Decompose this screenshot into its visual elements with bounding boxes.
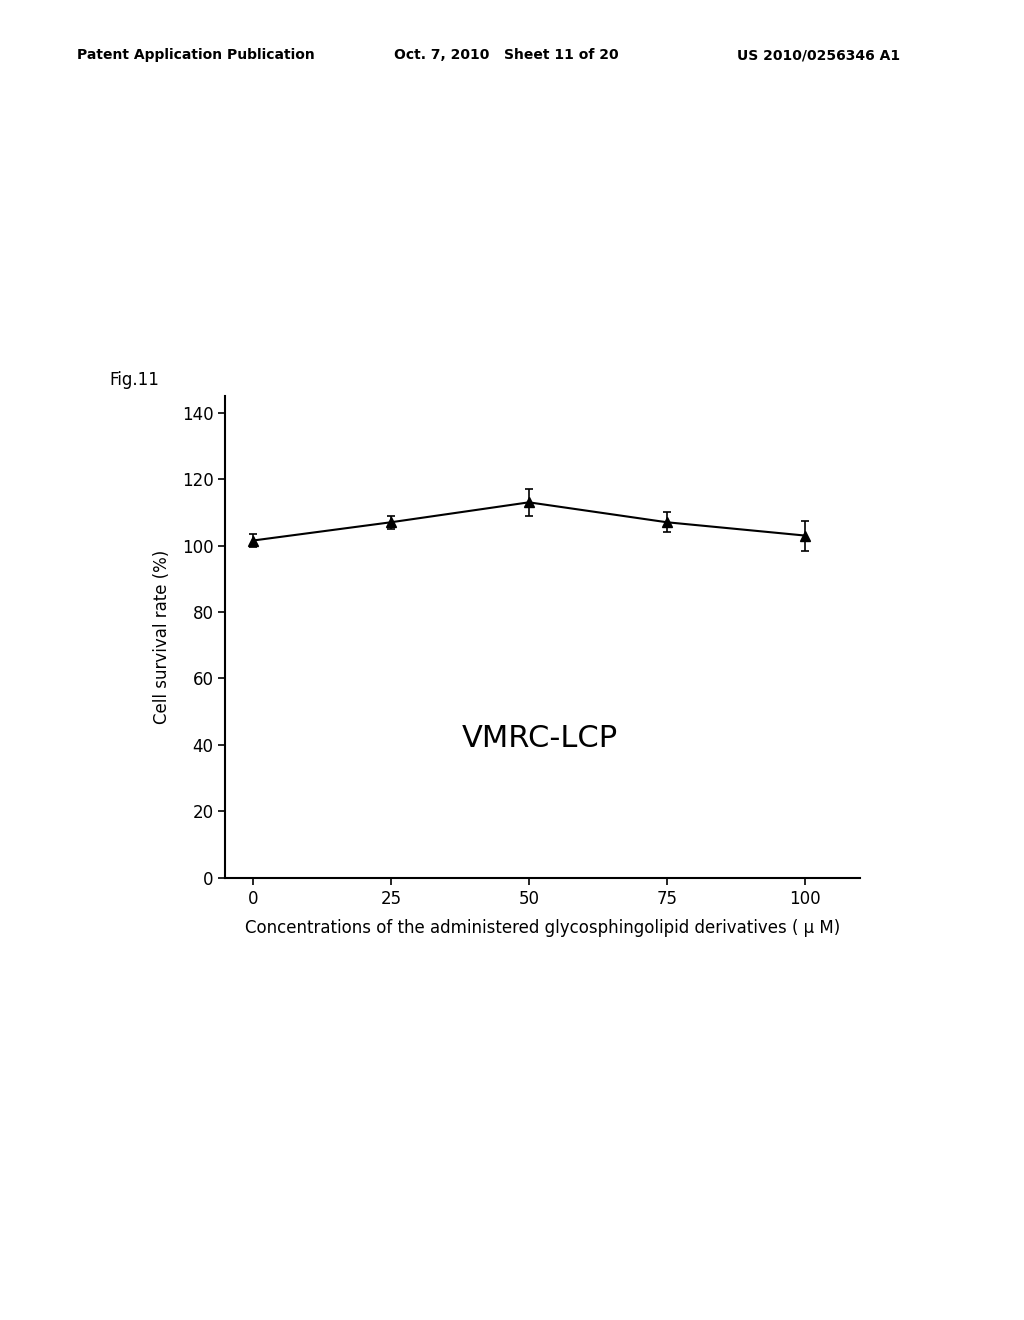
- X-axis label: Concentrations of the administered glycosphingolipid derivatives ( μ M): Concentrations of the administered glyco…: [245, 919, 841, 937]
- Text: VMRC-LCP: VMRC-LCP: [462, 723, 618, 752]
- Text: Fig.11: Fig.11: [110, 371, 160, 389]
- Text: Patent Application Publication: Patent Application Publication: [77, 49, 314, 62]
- Y-axis label: Cell survival rate (%): Cell survival rate (%): [153, 549, 171, 725]
- Text: Oct. 7, 2010   Sheet 11 of 20: Oct. 7, 2010 Sheet 11 of 20: [394, 49, 618, 62]
- Text: US 2010/0256346 A1: US 2010/0256346 A1: [737, 49, 900, 62]
